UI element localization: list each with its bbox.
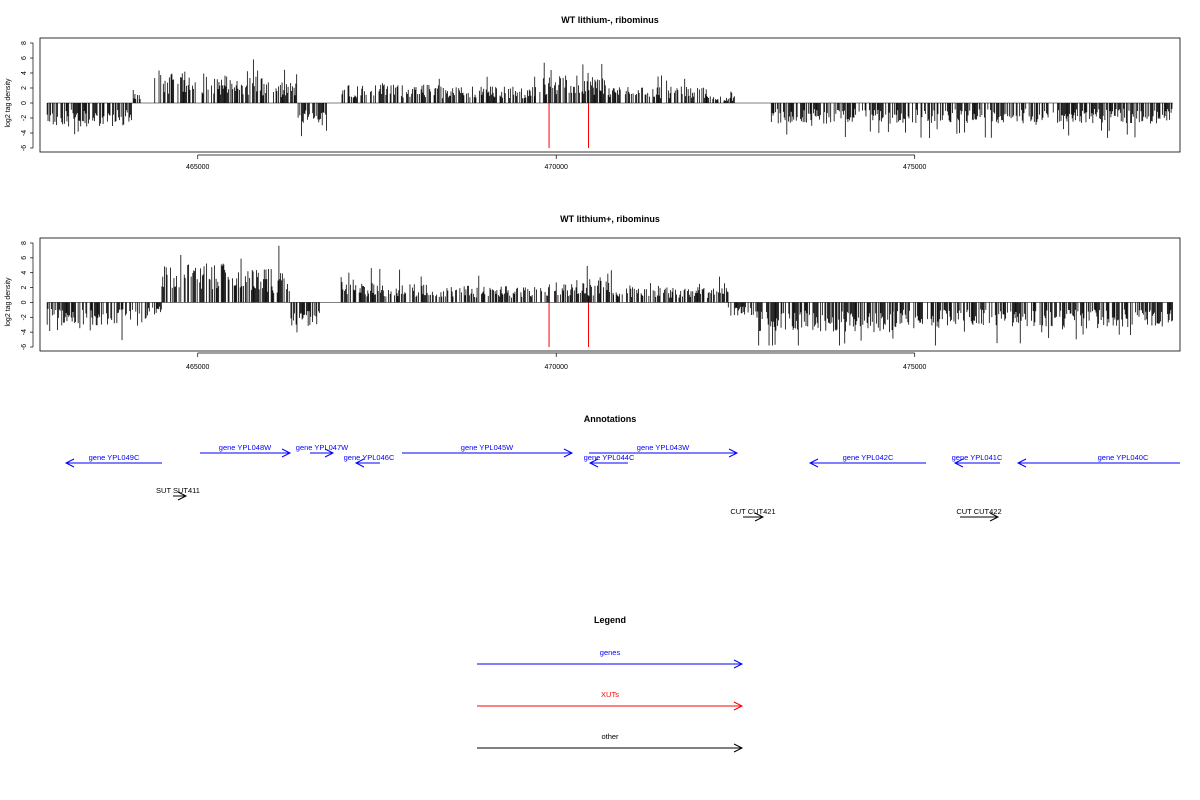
- y-axis-lithium-plus: 8 6 4 2 0 -2 -4 -6: [21, 241, 34, 350]
- annotation-arrow: [743, 512, 765, 522]
- density-bars-lithium-plus: [46, 245, 1173, 346]
- annotation-label: gene YPL049C: [89, 453, 140, 462]
- y-tick-label: -4: [21, 329, 28, 335]
- legend-label: other: [601, 732, 619, 741]
- y-tick-label: -6: [21, 145, 28, 151]
- y-axis-label-lithium-plus: log2 tag density: [5, 277, 12, 327]
- annotation-label: gene YPL041C: [952, 453, 1003, 462]
- plot-frame-lithium-plus: [39, 237, 1181, 352]
- annotation-arrow: [960, 512, 1000, 522]
- annotation-feature: gene YPL047W: [296, 443, 349, 458]
- annotation-arrow: [953, 458, 1000, 468]
- marker-lines-lithium-plus: [548, 302, 589, 347]
- marker-lines-lithium-minus: [548, 103, 589, 148]
- y-tick-label: 2: [21, 86, 28, 90]
- legend-entry: genes: [477, 648, 744, 669]
- x-axis-lithium-minus: 465000 470000 475000: [186, 154, 927, 171]
- annotation-feature: gene YPL043W: [589, 443, 739, 458]
- annotation-arrow: [589, 448, 739, 458]
- x-tick-label: 475000: [903, 164, 926, 171]
- legend-entry: other: [477, 732, 744, 753]
- y-tick-label: 2: [21, 286, 28, 290]
- y-tick-label: 4: [21, 71, 28, 75]
- annotation-arrow: [310, 448, 335, 458]
- annotation-feature: CUT CUT422: [956, 507, 1002, 522]
- panel-title-lithium-minus: WT lithium-, ribominus: [561, 15, 659, 25]
- annotation-arrow: [354, 458, 380, 468]
- legend-entry: XUTs: [477, 690, 744, 711]
- y-tick-label: 6: [21, 56, 28, 60]
- track-panel-lithium-plus: WT lithium+, ribominus log2 tag density …: [5, 214, 1181, 371]
- y-tick-label: 6: [21, 256, 28, 260]
- annotation-arrow: [64, 458, 162, 468]
- y-tick-label: 8: [21, 41, 28, 45]
- panel-title-lithium-plus: WT lithium+, ribominus: [560, 214, 660, 224]
- x-tick-label: 470000: [545, 364, 568, 371]
- legend-entries: genes XUTs other: [477, 648, 744, 753]
- annotation-feature: gene YPL048W: [200, 443, 292, 458]
- annotation-label: gene YPL046C: [344, 453, 395, 462]
- annotation-label: gene YPL045W: [461, 443, 514, 452]
- annotation-arrow: [173, 491, 188, 501]
- annotation-feature: gene YPL045W: [402, 443, 574, 458]
- annotation-label: CUT CUT421: [730, 507, 775, 516]
- annotation-feature: gene YPL046C: [344, 453, 395, 468]
- x-tick-label: 470000: [545, 164, 568, 171]
- legend-arrow: [477, 743, 744, 753]
- legend-title: Legend: [594, 615, 626, 625]
- annotations-panel: Annotations gene YPL049C gene YPL048W gene…: [64, 414, 1180, 522]
- annotation-arrow: [402, 448, 574, 458]
- y-axis-label-lithium-minus: log2 tag density: [5, 78, 12, 128]
- legend-arrow: [477, 659, 744, 669]
- legend-arrow: [477, 701, 744, 711]
- track-panel-lithium-minus: WT lithium-, ribominus log2 tag density …: [5, 15, 1181, 171]
- x-tick-label: 465000: [186, 364, 209, 371]
- annotation-arrow: [200, 448, 292, 458]
- annotation-feature: gene YPL040C: [1016, 453, 1180, 468]
- y-tick-label: 4: [21, 271, 28, 275]
- annotation-arrow: [588, 458, 628, 468]
- annotation-arrow: [1016, 458, 1180, 468]
- annotation-label: CUT CUT422: [956, 507, 1001, 516]
- y-tick-label: 8: [21, 241, 28, 245]
- legend-label: XUTs: [601, 690, 619, 699]
- plot-frame-lithium-minus: [39, 37, 1181, 153]
- annotation-feature: gene YPL044C: [584, 453, 635, 468]
- y-tick-label: -4: [21, 130, 28, 136]
- x-tick-label: 465000: [186, 164, 209, 171]
- annotation-label: gene YPL043W: [637, 443, 690, 452]
- annotation-arrow: [808, 458, 926, 468]
- annotation-feature: gene YPL041C: [952, 453, 1003, 468]
- annotation-feature: SUT SUT411: [156, 486, 200, 501]
- density-bars-lithium-minus: [46, 59, 1173, 139]
- annotation-feature: gene YPL049C: [64, 453, 162, 468]
- y-tick-label: 0: [21, 101, 28, 105]
- y-tick-label: -2: [21, 314, 28, 320]
- annotation-label: gene YPL042C: [843, 453, 894, 462]
- legend-label: genes: [600, 648, 621, 657]
- x-axis-lithium-plus: 465000 470000 475000: [186, 352, 927, 371]
- annotation-label: gene YPL044C: [584, 453, 635, 462]
- annotation-label: gene YPL040C: [1098, 453, 1149, 462]
- annotation-label: gene YPL048W: [219, 443, 272, 452]
- annotations-title: Annotations: [584, 414, 637, 424]
- annotation-label: SUT SUT411: [156, 486, 200, 495]
- y-tick-label: 0: [21, 300, 28, 304]
- x-tick-label: 475000: [903, 364, 926, 371]
- annotation-feature: gene YPL042C: [808, 453, 926, 468]
- annotation-feature: CUT CUT421: [730, 507, 776, 522]
- annotation-label: gene YPL047W: [296, 443, 349, 452]
- y-tick-label: -6: [21, 344, 28, 350]
- y-tick-label: -2: [21, 115, 28, 121]
- y-axis-lithium-minus: 8 6 4 2 0 -2 -4 -6: [21, 41, 34, 151]
- legend-panel: Legend genes XUTs other: [477, 615, 744, 753]
